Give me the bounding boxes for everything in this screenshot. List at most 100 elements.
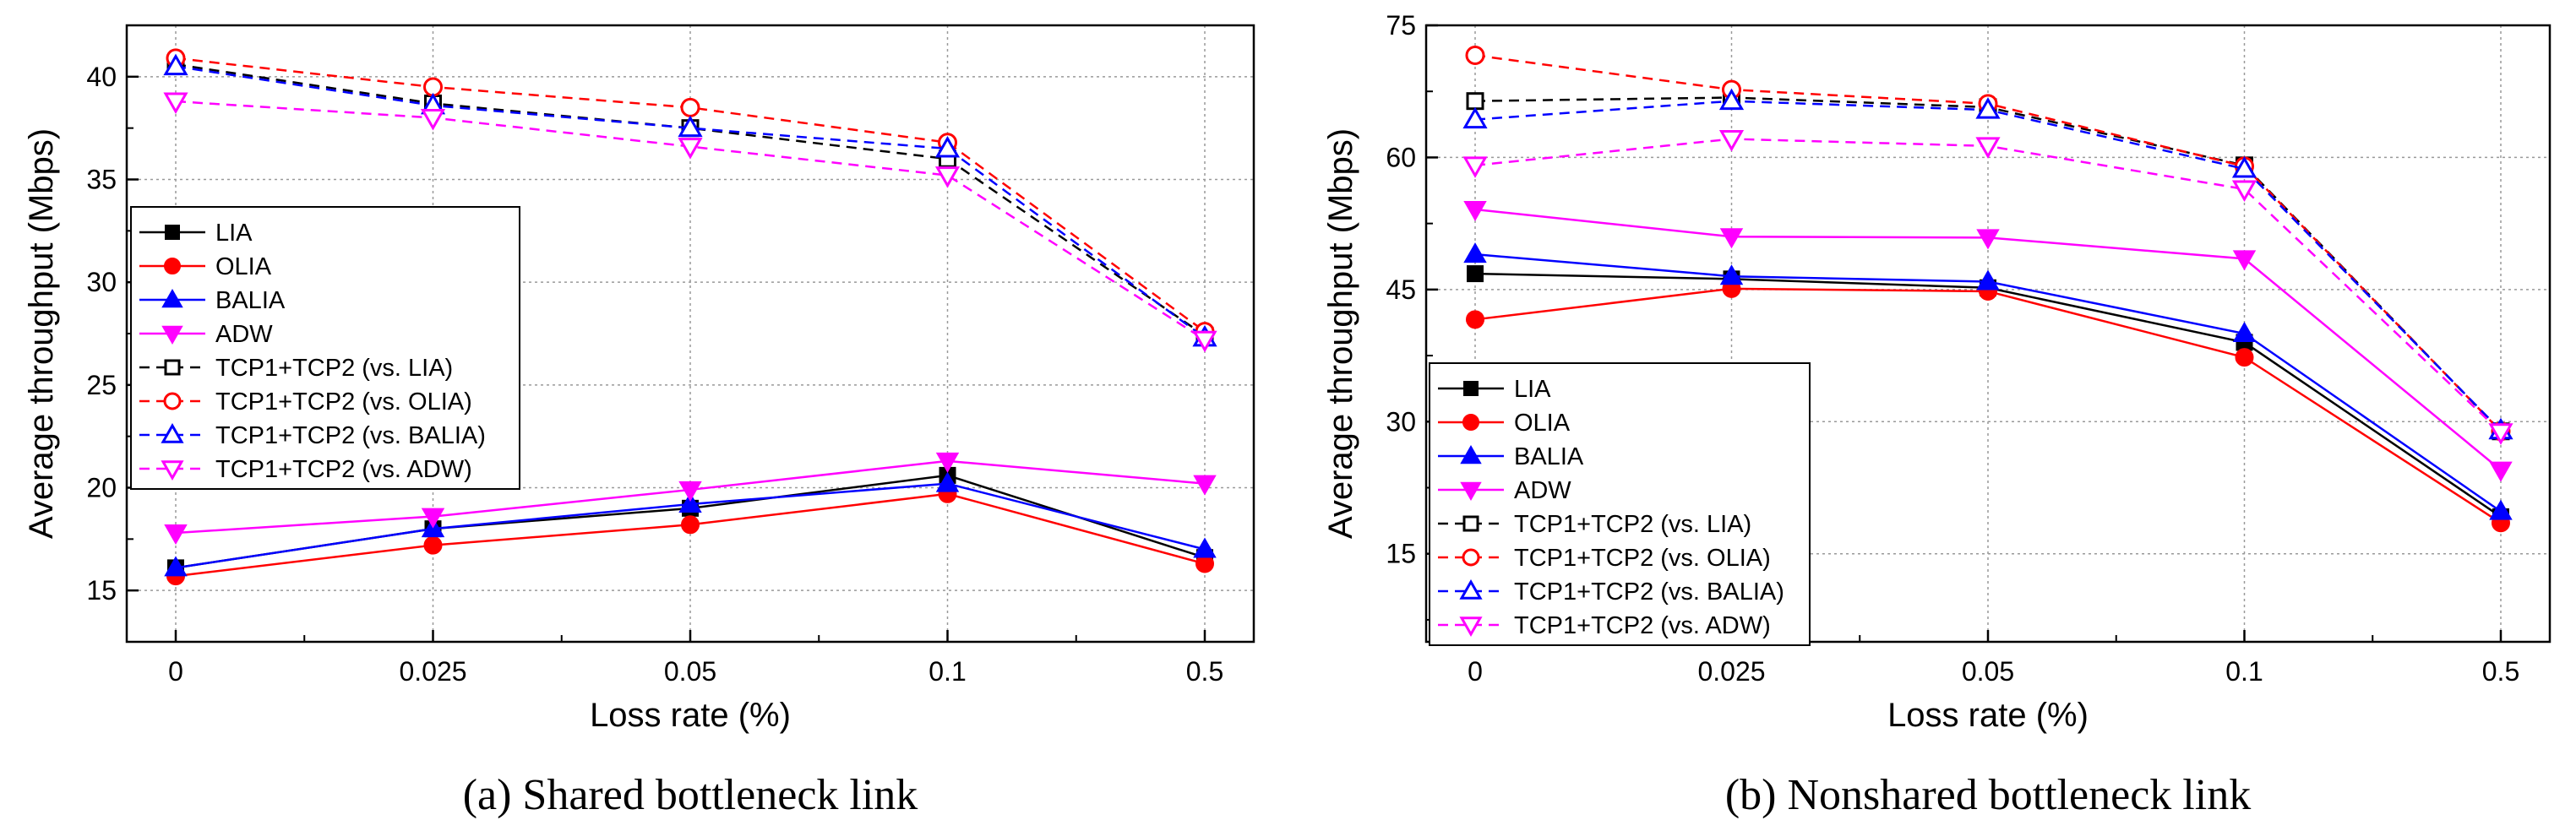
y-tick-label: 45 — [1386, 274, 1416, 305]
panel-b: 15 30 45 60 75 0 0.025 0.05 0.1 0.5 Loss rate (%) A… — [1322, 10, 2551, 819]
data-point — [1719, 228, 1744, 249]
y-tick-label: 40 — [86, 62, 117, 92]
data-point — [1193, 537, 1217, 558]
legend-item-balia: BALIA — [139, 287, 286, 314]
series-line — [175, 65, 1206, 339]
panel-a: 15 20 25 30 35 40 0 0.025 0.05 0.1 0.5 Loss rate (%… — [23, 24, 1255, 819]
data-point — [164, 524, 188, 546]
data-point — [1466, 92, 1484, 111]
y-tick-label: 20 — [86, 473, 117, 503]
legend-marker — [164, 258, 181, 274]
legend-item-tcp1-tcp2-vs-olia: TCP1+TCP2 (vs. OLIA) — [1438, 545, 1771, 572]
legend-marker — [1459, 616, 1483, 638]
y-tick-label: 15 — [86, 575, 117, 606]
y-tick-label: 30 — [86, 267, 117, 297]
legend-box — [130, 206, 520, 490]
y-tick-label: 35 — [86, 165, 117, 195]
legend-marker — [164, 359, 181, 376]
legend-marker — [1462, 414, 1479, 431]
data-point — [164, 556, 188, 577]
y-tick-label: 60 — [1386, 142, 1416, 172]
y-axis-label: Average throughput (Mbps) — [23, 128, 60, 539]
data-point — [2232, 321, 2257, 342]
legend-label: OLIA — [1514, 410, 1571, 437]
x-axis-label: Loss rate (%) — [590, 697, 791, 734]
legend-marker — [161, 288, 183, 308]
data-point — [1976, 229, 2000, 250]
legend-marker — [161, 460, 184, 481]
data-point — [1466, 310, 1484, 329]
data-point — [421, 508, 445, 529]
data-point — [2231, 155, 2257, 178]
series-adw — [1463, 200, 2513, 482]
series-tcp1-tcp2-vs-adw — [163, 92, 1217, 353]
x-tick-label: 0.025 — [1697, 656, 1765, 687]
data-point — [1465, 45, 1485, 65]
legend-marker — [1462, 548, 1480, 567]
data-point — [1718, 130, 1745, 152]
legend-item-adw: ADW — [1438, 477, 1571, 504]
legend-label: TCP1+TCP2 (vs. LIA) — [1514, 511, 1751, 538]
legend-marker — [161, 325, 183, 345]
data-point — [163, 53, 188, 76]
series-line — [175, 62, 1206, 337]
panel-caption: (a) Shared bottleneck link — [463, 771, 918, 819]
data-point — [1463, 242, 1487, 263]
data-point — [1193, 475, 1217, 496]
x-tick-label: 0.5 — [1186, 656, 1223, 687]
data-point — [423, 535, 443, 555]
series-group — [1462, 45, 2513, 533]
legend-label: ADW — [215, 321, 273, 348]
legend-item-balia: BALIA — [1438, 443, 1584, 470]
y-axis: 15 20 25 30 35 40 — [86, 62, 139, 606]
x-tick-label: 0 — [1468, 656, 1483, 687]
series-balia — [164, 471, 1217, 577]
data-point — [935, 452, 960, 473]
legend-marker — [1463, 381, 1479, 396]
legend-label: TCP1+TCP2 (vs. BALIA) — [215, 422, 486, 449]
legend-marker — [1459, 578, 1483, 600]
x-tick-label: 0.1 — [2225, 656, 2263, 687]
data-point — [1976, 269, 2000, 291]
legend: LIA OLIA BALIA ADW TCP1+TCP2 (vs. LIA) TCP1+T… — [130, 206, 520, 490]
data-point — [678, 481, 702, 502]
data-point — [2488, 423, 2513, 445]
data-point — [1975, 137, 2001, 159]
legend-label: TCP1+TCP2 (vs. BALIA) — [1514, 578, 1784, 606]
x-tick-label: 0.1 — [929, 656, 966, 687]
data-point — [2489, 499, 2513, 520]
x-tick-label: 0.025 — [399, 656, 466, 687]
y-tick-label: 30 — [1386, 406, 1416, 437]
x-tick-label: 0.05 — [1962, 656, 2014, 687]
data-point — [681, 515, 700, 535]
legend-label: TCP1+TCP2 (vs. ADW) — [215, 456, 472, 483]
y-axis: 15 30 45 60 75 — [1386, 10, 1438, 621]
legend-label: LIA — [1514, 376, 1551, 403]
data-point — [1719, 264, 1744, 285]
data-point — [1192, 330, 1217, 353]
legend-item-tcp1-tcp2-vs-lia: TCP1+TCP2 (vs. LIA) — [139, 355, 453, 382]
data-point — [1718, 88, 1745, 111]
data-point — [1467, 265, 1484, 283]
legend-marker — [1460, 481, 1482, 502]
legend-marker — [165, 225, 180, 240]
data-point — [2235, 348, 2254, 367]
x-tick-label: 0.05 — [664, 656, 716, 687]
legend-marker — [163, 392, 182, 410]
x-tick-label: 0.5 — [2482, 656, 2519, 687]
legend-item-adw: ADW — [139, 321, 273, 348]
legend-label: TCP1+TCP2 (vs. ADW) — [1514, 612, 1771, 639]
legend-item-lia: LIA — [1438, 376, 1551, 403]
series-group — [163, 48, 1217, 586]
data-point — [678, 492, 702, 513]
y-tick-label: 75 — [1386, 10, 1416, 41]
legend: LIA OLIA BALIA ADW TCP1+TCP2 (vs. LIA) TCP1+T… — [1429, 362, 1811, 646]
series-balia — [1463, 242, 2513, 520]
data-point — [2232, 250, 2257, 271]
legend-label: TCP1+TCP2 (vs. OLIA) — [215, 388, 472, 416]
legend-item-tcp1-tcp2-vs-adw: TCP1+TCP2 (vs. ADW) — [139, 456, 472, 483]
x-axis: 0 0.025 0.05 0.1 0.5 — [1468, 630, 2519, 687]
legend-label: BALIA — [1514, 443, 1584, 470]
